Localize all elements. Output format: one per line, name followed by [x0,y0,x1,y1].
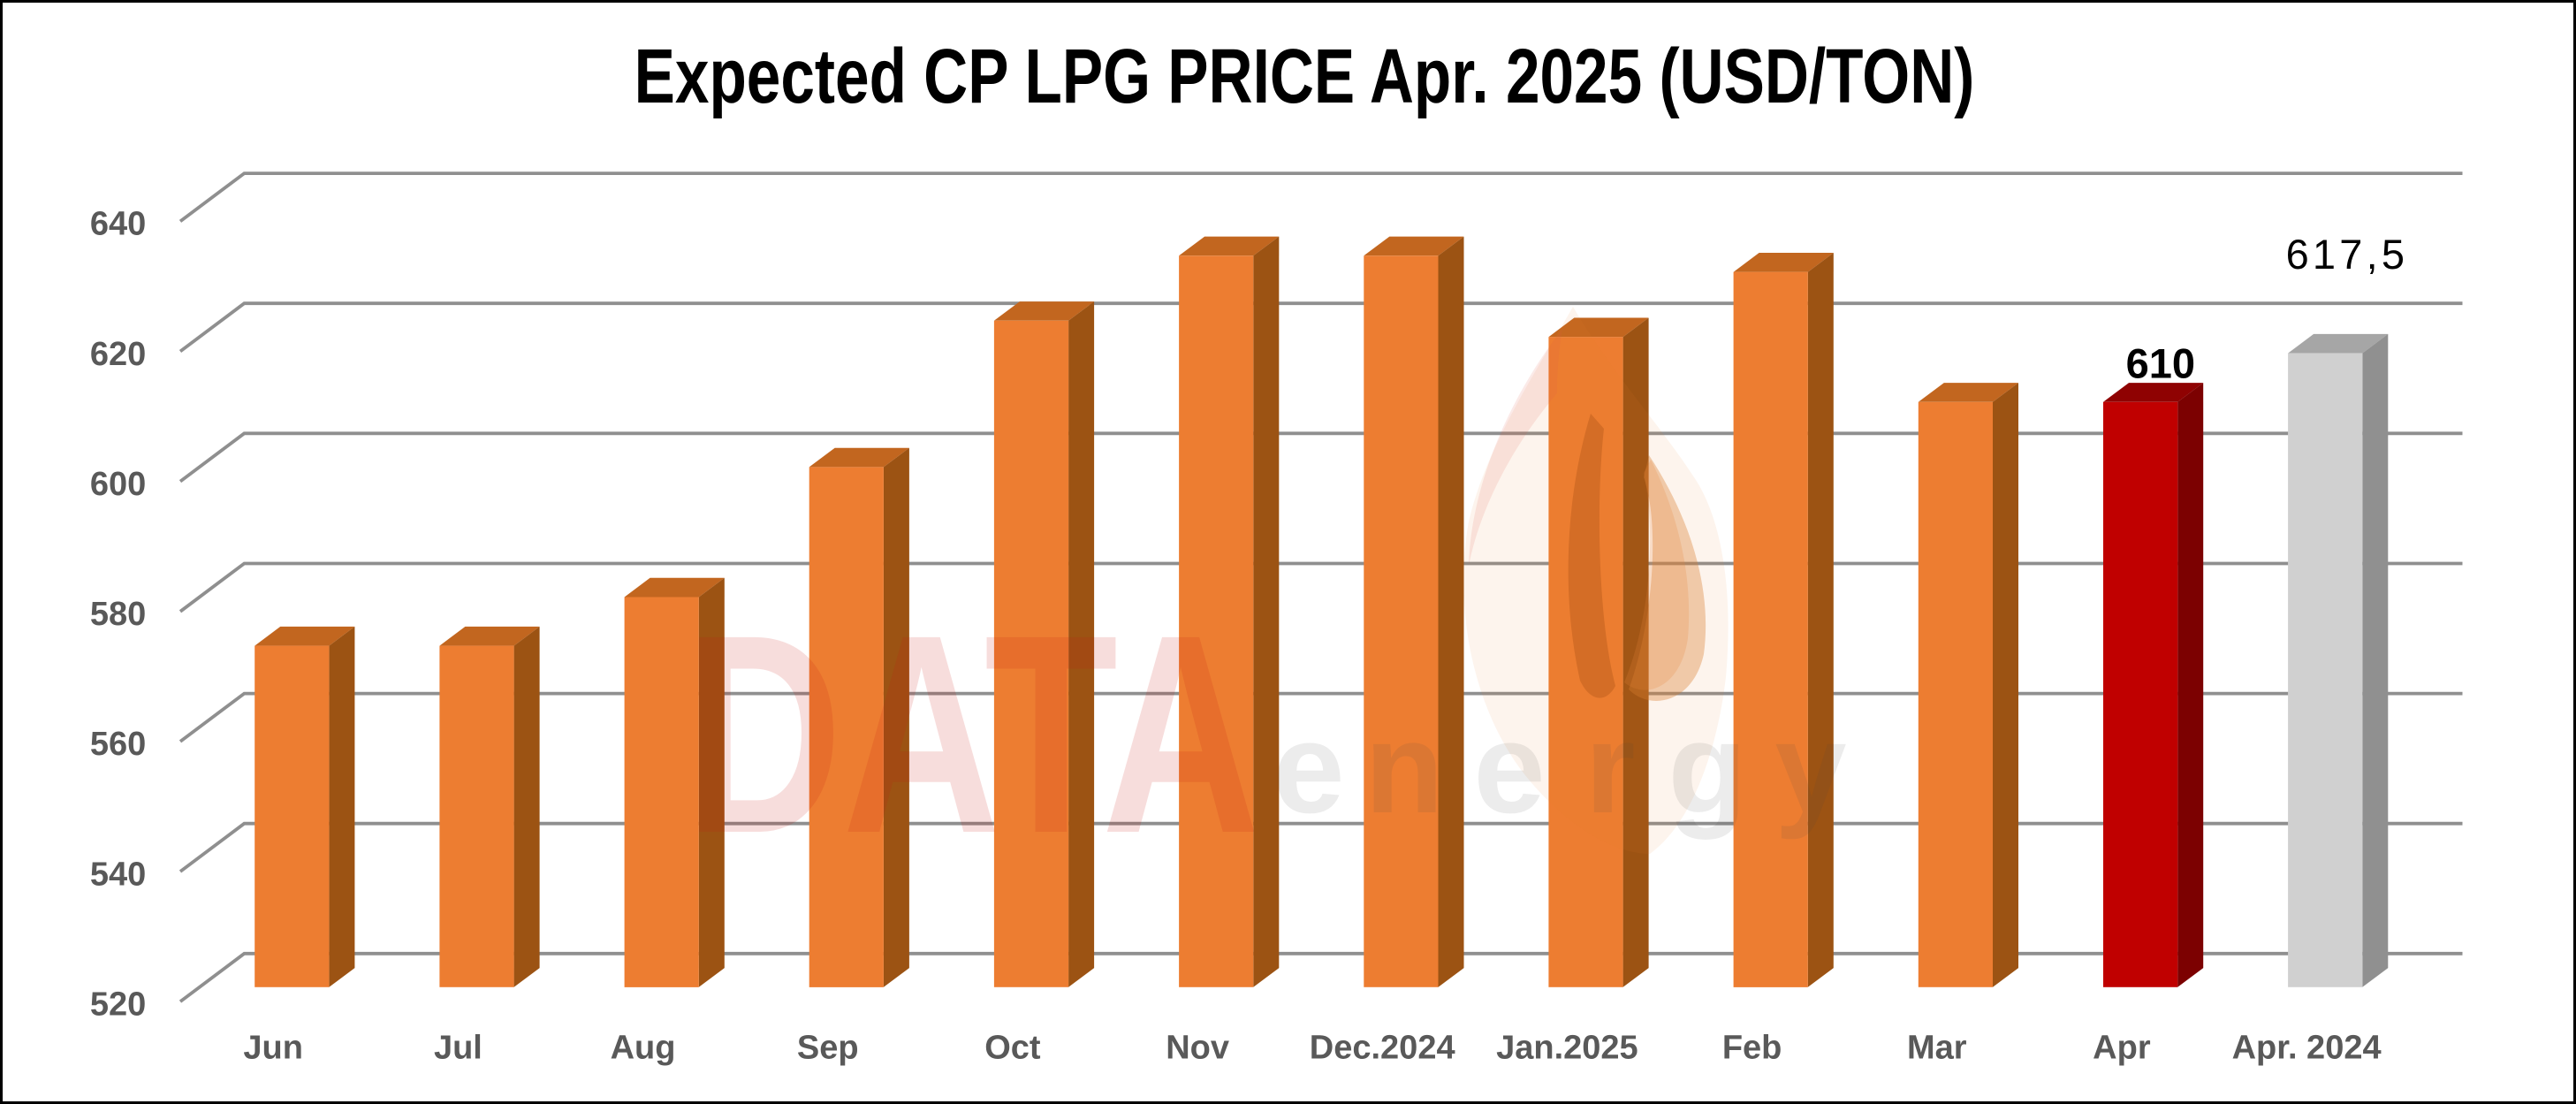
svg-text:560: 560 [90,726,146,763]
svg-text:620: 620 [90,336,146,373]
svg-text:DATA: DATA [684,575,1259,892]
svg-text:Expected CP LPG PRICE Apr. 202: Expected CP LPG PRICE Apr. 2025 (USD/TON… [635,33,1975,118]
svg-text:Oct: Oct [984,1030,1041,1067]
svg-text:r: r [1585,696,1636,840]
svg-text:y: y [1774,696,1846,840]
svg-text:Dec.2024: Dec.2024 [1310,1030,1455,1067]
svg-text:n: n [1364,696,1443,840]
svg-text:Apr. 2024: Apr. 2024 [2232,1030,2382,1067]
svg-text:Feb: Feb [1722,1030,1782,1067]
svg-text:600: 600 [90,466,146,503]
svg-text:Apr: Apr [2093,1030,2151,1067]
svg-text:580: 580 [90,596,146,633]
svg-text:617,5: 617,5 [2286,231,2409,278]
svg-text:Aug: Aug [611,1030,676,1067]
svg-text:Sep: Sep [797,1030,859,1067]
svg-text:Nov: Nov [1166,1030,1229,1067]
svg-text:e: e [1273,696,1344,840]
svg-text:Mar: Mar [1907,1030,1967,1067]
svg-text:540: 540 [90,856,146,893]
svg-text:e: e [1473,696,1545,840]
svg-text:Jul: Jul [434,1030,483,1067]
svg-text:g: g [1668,696,1746,840]
svg-text:610: 610 [2126,340,2195,387]
svg-text:640: 640 [90,206,146,243]
svg-text:Jan.2025: Jan.2025 [1496,1030,1638,1067]
svg-text:Jun: Jun [243,1030,303,1067]
svg-text:520: 520 [90,986,146,1023]
